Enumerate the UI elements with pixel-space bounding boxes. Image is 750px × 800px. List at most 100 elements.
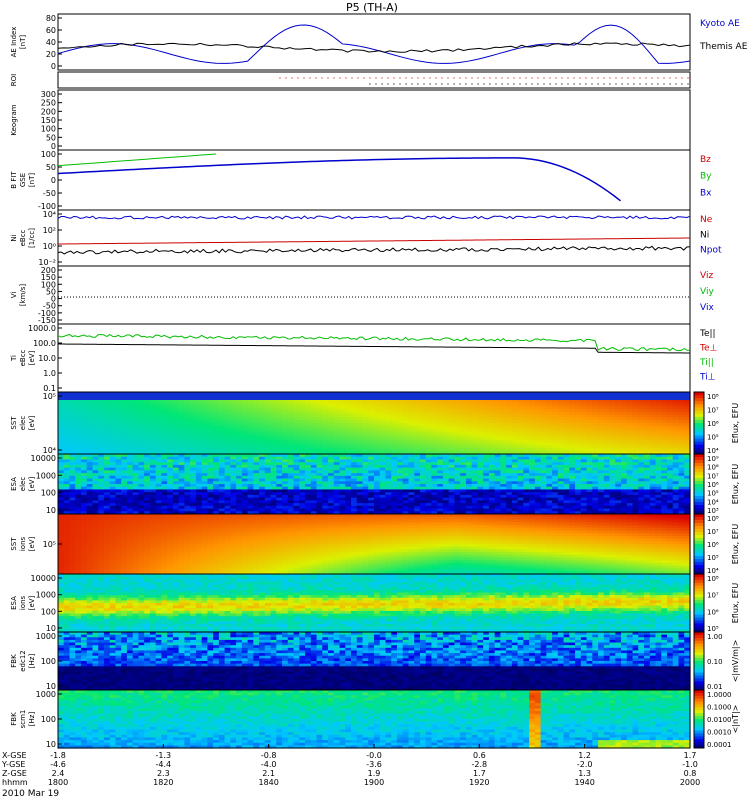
spectro-cell [448,437,456,441]
spectro-cell [494,411,501,416]
spectro-cell [529,411,536,416]
legend-Viy: Viy [700,287,714,297]
spectro-cell [632,406,639,410]
spectro-cell [287,448,295,452]
spectro-cell [351,411,358,416]
spectro-cell [419,428,427,433]
spectro-cell [546,425,553,430]
spectro-cell [603,425,611,430]
spectro-cell [586,428,593,433]
spectro-cell [419,408,427,413]
spectro-cell [621,437,628,441]
spectro-cell [362,414,369,418]
spectro-cell [494,439,501,444]
spectro-cell [442,442,450,447]
roi-dot [465,83,467,85]
spectro-cell [575,439,582,444]
spectro-cell [414,431,421,435]
roi-dot [609,77,611,79]
spectro-cell [517,442,524,447]
spectro-cell [454,437,461,441]
spectro-cell [328,417,335,421]
spectro-cell [483,423,490,427]
spectro-cell [552,420,559,424]
spectro-cell [408,437,415,441]
roi-dot [537,77,539,79]
legend-Te: Te|| [699,329,716,339]
spectro-cell [667,411,674,416]
spectro-cell [454,434,461,438]
ylabel: Keogram [10,104,18,135]
spectro-cell [178,420,185,424]
spectro-cell [557,400,565,404]
spectro-cell [213,437,220,441]
spectro-cell [644,445,651,449]
spectro-cell [282,425,289,430]
roi-dot [609,83,611,85]
spectro-cell [167,428,174,433]
spectro-cell [63,406,71,410]
spectro-cell [293,434,300,438]
spectro-cell [569,434,576,438]
spectro-cell [115,417,122,421]
spectro-cell [172,423,180,427]
spectro-cell [391,425,398,430]
roi-dot [549,83,551,85]
spectro-cell [345,428,352,433]
spectro-cell [247,403,254,407]
spectro-cell [322,423,329,427]
colorbar-tick: 10⁸ [707,393,719,401]
spectro-cell [649,417,657,421]
spectro-cell [63,442,71,447]
spectro-cell [195,437,203,441]
spectro-cell [362,423,369,427]
spectro-cell [345,437,352,441]
ylabel: SST [10,416,18,430]
spectro-cell [655,425,662,430]
spectro-cell [379,420,387,424]
spectro-cell [414,423,421,427]
spectro-cell [178,437,185,441]
spectro-cell [207,420,214,424]
spectro-cell [230,425,237,430]
spectro-cell [172,451,180,455]
spectro-cell [241,400,249,404]
spectro-cell [425,403,433,407]
spectro-cell [253,451,260,455]
ytick-label: 250 [41,99,56,108]
spectro-cell [621,448,628,452]
spectro-cell [368,431,375,435]
spectro-cell [115,425,122,430]
spectro-cell [103,400,111,404]
spectro-cell [293,417,300,421]
spectro-cell [649,414,657,418]
plot-title: P5 (TH-A) [346,1,398,14]
spectro-cell [310,423,318,427]
spectro-cell [328,439,335,444]
spectro-cell [132,431,140,435]
by-line [57,153,217,167]
spectro-cell [213,434,220,438]
spectro-cell [460,400,467,404]
spectro-cell [103,403,111,407]
spectro-cell [356,423,364,427]
roi-dot [471,77,473,79]
te-par-line [57,343,691,354]
spectro-cell [546,403,553,407]
spectro-cell [626,420,634,424]
spectro-cell [414,439,421,444]
spectro-cell [569,428,576,433]
ytick-label: 50 [46,133,56,142]
spectro-cell [655,400,662,404]
ylabel: [nT] [28,173,36,187]
spectro-cell [356,431,364,435]
spectro-cell [580,408,588,413]
spectro-cell [218,437,226,441]
spectro-cell [506,411,513,416]
spectro-cell [483,431,490,435]
spectro-cell [264,445,272,449]
spectro-cell [224,437,231,441]
spectro-cell [293,408,300,413]
spectro-cell [121,448,128,452]
spectro-cell [241,442,249,447]
